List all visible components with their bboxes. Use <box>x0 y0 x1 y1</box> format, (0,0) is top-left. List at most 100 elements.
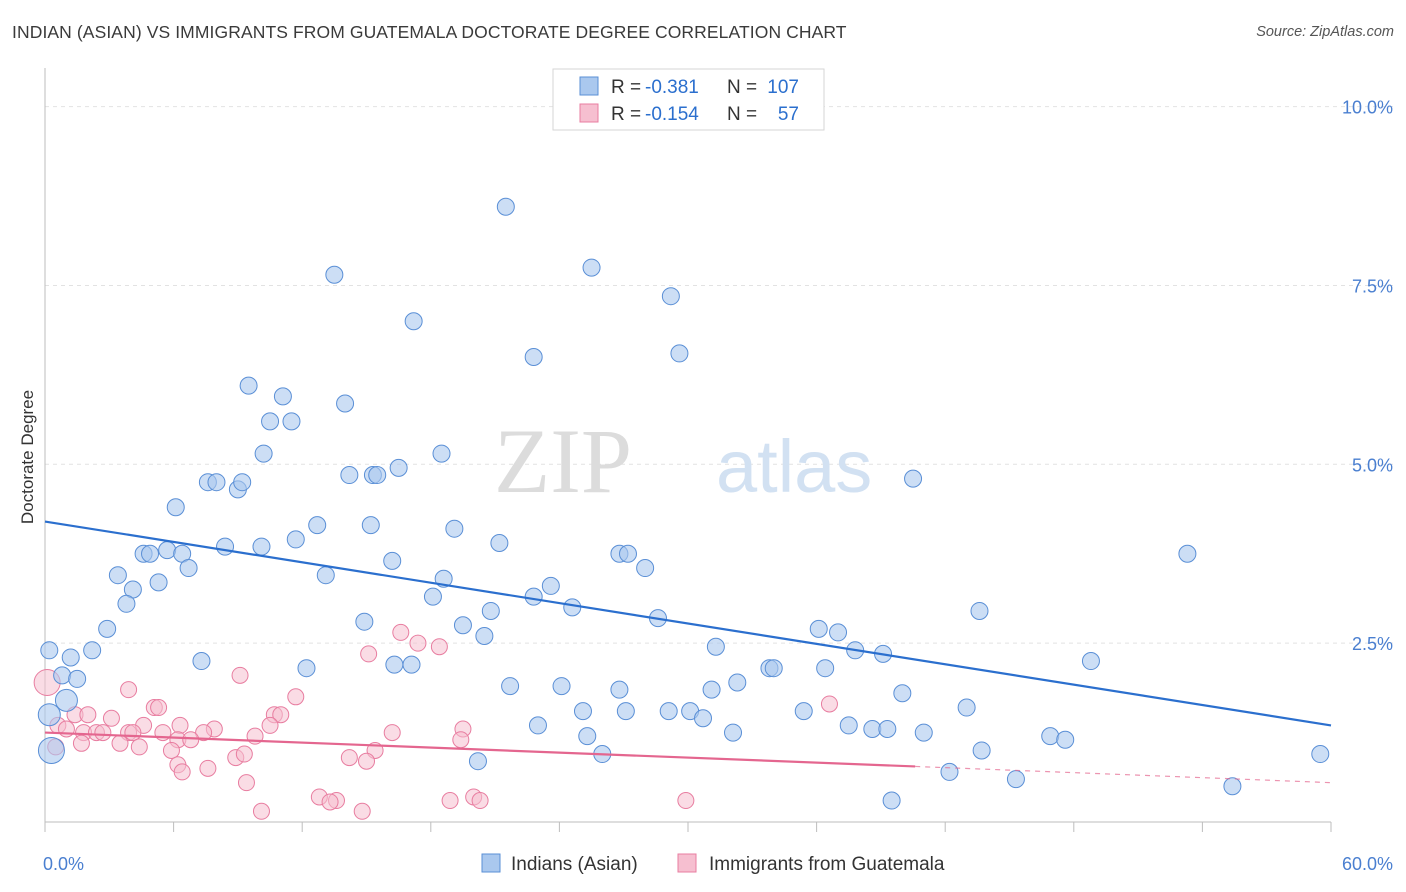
indians-point <box>1311 745 1330 764</box>
guatemala-point <box>195 724 213 742</box>
guatemala-point <box>120 681 138 699</box>
stats-r-value-2: -0.154 <box>645 104 699 125</box>
indians-point <box>368 466 387 485</box>
guatemala-point <box>409 634 427 652</box>
indians-point <box>402 655 421 674</box>
indians-point <box>61 648 80 667</box>
indians-point <box>501 677 520 696</box>
tick-labels: 2.5% 5.0% 7.5% 10.0% 0.0% 60.0% <box>43 98 1393 874</box>
indians-point <box>385 655 404 674</box>
guatemala-point <box>272 706 290 724</box>
stats-legend: R = -0.381 N = 107 R = -0.154 N = 57 <box>552 68 825 131</box>
guatemala-point <box>392 623 410 641</box>
guatemala-point <box>237 774 255 792</box>
guatemala-point <box>360 645 378 663</box>
guatemala-point <box>94 724 112 742</box>
indians-point <box>141 544 160 563</box>
indians-point <box>1006 770 1025 789</box>
indians-point <box>816 659 835 678</box>
indians-point <box>207 473 226 492</box>
guatemala-point <box>79 706 97 724</box>
stats-n-label-2: N = <box>727 104 757 125</box>
indians-point <box>308 516 327 535</box>
indians-point <box>158 541 177 560</box>
indians-point <box>432 444 451 463</box>
indians-point <box>282 412 301 431</box>
guatemala-point <box>252 802 270 820</box>
watermark-zip: ZIP <box>494 410 632 512</box>
indians-point <box>336 394 355 413</box>
indians-point <box>809 619 828 638</box>
indians-point <box>286 530 305 549</box>
indians-point <box>233 473 252 492</box>
indians-point <box>878 720 897 738</box>
guatemala-point <box>353 802 371 820</box>
indians-point <box>254 444 273 463</box>
indians-point <box>361 516 380 535</box>
guatemala-point <box>102 709 120 727</box>
indians-point <box>636 559 655 578</box>
indians-point <box>53 666 72 685</box>
indians-point <box>893 684 912 703</box>
watermark: ZIP atlas <box>494 410 872 512</box>
indians-point <box>325 265 344 284</box>
indians-point <box>453 616 472 635</box>
indians-point <box>863 720 882 738</box>
indians-point <box>83 641 102 660</box>
series-indians-points <box>37 197 1330 810</box>
x-tick-label-1: 60.0% <box>1342 854 1393 874</box>
stats-r-value-1: -0.381 <box>645 77 699 98</box>
indians-point <box>524 348 543 366</box>
indians-point <box>40 641 59 660</box>
guatemala-point <box>430 638 448 656</box>
source-credit: Source: ZipAtlas.com <box>1256 24 1394 40</box>
stats-n-value-1: 107 <box>767 77 799 98</box>
x-tick-label-0: 0.0% <box>43 854 84 874</box>
indians-point <box>261 412 280 431</box>
indians-point <box>839 716 858 735</box>
indians-point <box>490 534 509 552</box>
indians-point <box>914 723 933 742</box>
indians-point <box>706 637 725 656</box>
guatemala-point <box>235 745 253 763</box>
series-guatemala-points <box>33 623 838 820</box>
guatemala-point <box>358 752 375 770</box>
stats-n-value-2: 57 <box>778 104 799 125</box>
indians-point <box>940 762 959 781</box>
indians-point <box>389 458 408 477</box>
indians-point <box>273 387 292 406</box>
guatemala-trend-extension <box>915 765 1332 784</box>
indians-point <box>794 702 813 721</box>
indians-point <box>616 702 635 721</box>
indians-point <box>355 612 374 631</box>
indians-point <box>694 709 713 728</box>
indians-point <box>563 598 582 617</box>
indians-point <box>882 791 901 810</box>
indians-point <box>239 376 258 395</box>
indians-point <box>578 727 597 746</box>
indians-point <box>179 559 198 578</box>
series-legend: Indians (Asian) Immigrants from Guatemal… <box>481 853 945 875</box>
axes <box>44 68 1332 832</box>
indians-point <box>481 601 500 620</box>
guatemala-point <box>199 759 217 777</box>
indians-point <box>904 469 923 488</box>
y-axis-label: Doctorate Degree <box>18 390 37 524</box>
indians-point <box>764 659 783 678</box>
indians-point <box>37 703 61 727</box>
indians-point <box>728 673 747 692</box>
guatemala-point <box>162 741 180 759</box>
indians-point <box>216 537 235 556</box>
indians-trend-line <box>44 520 1332 727</box>
guatemala-point <box>261 716 279 734</box>
indians-point <box>528 716 547 735</box>
guatemala-point <box>441 792 459 810</box>
indians-point <box>670 344 689 363</box>
indians-point <box>541 576 560 595</box>
indians-point <box>1056 730 1075 749</box>
watermark-atlas: atlas <box>716 425 872 508</box>
indians-point <box>98 619 117 638</box>
y-axis-title: Doctorate Degree <box>18 390 37 524</box>
indians-point <box>475 627 494 645</box>
guatemala-trend-line <box>44 731 916 768</box>
